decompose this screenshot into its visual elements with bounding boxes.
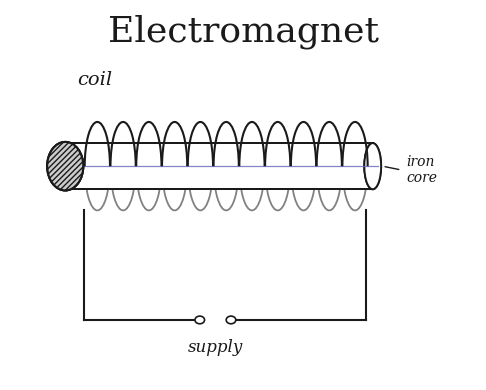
Text: supply: supply — [188, 339, 243, 356]
Ellipse shape — [47, 142, 83, 190]
Ellipse shape — [364, 143, 381, 189]
Text: iron
core: iron core — [406, 155, 437, 185]
Polygon shape — [65, 143, 373, 189]
Text: Electromagnet: Electromagnet — [107, 14, 379, 49]
Ellipse shape — [364, 143, 381, 189]
Ellipse shape — [47, 142, 83, 190]
Ellipse shape — [47, 142, 83, 190]
Circle shape — [195, 316, 205, 324]
Text: coil: coil — [77, 71, 112, 89]
Circle shape — [226, 316, 236, 324]
